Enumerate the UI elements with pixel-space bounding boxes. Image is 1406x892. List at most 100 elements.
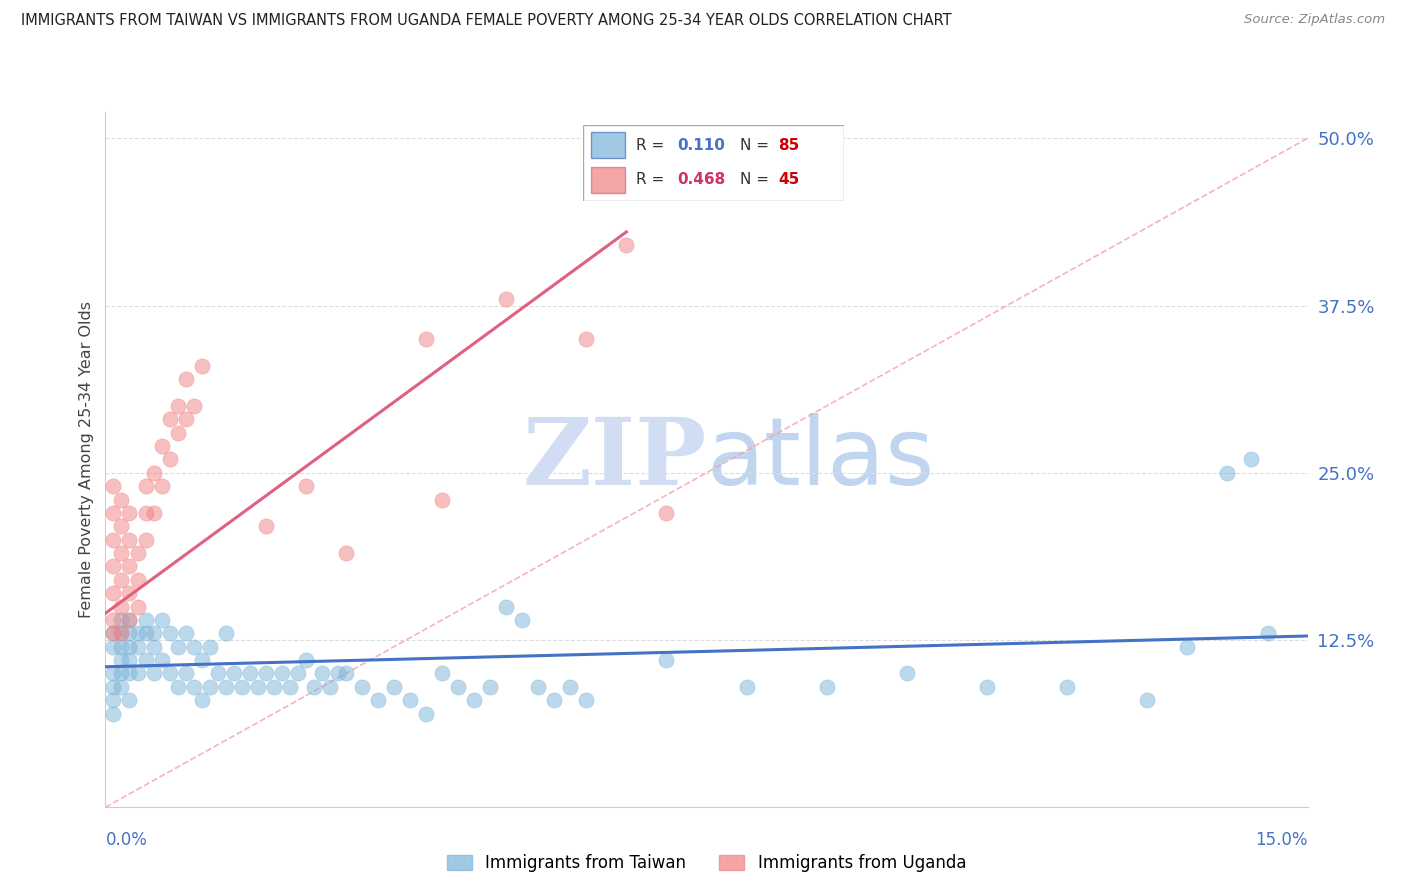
Text: 85: 85 xyxy=(779,138,800,153)
Point xyxy=(103,640,125,654)
Point xyxy=(543,693,565,707)
Point xyxy=(110,546,132,560)
Point xyxy=(118,506,141,520)
Point xyxy=(311,666,333,681)
Point xyxy=(463,693,485,707)
Point xyxy=(142,640,165,654)
Point xyxy=(150,479,173,493)
Point xyxy=(655,506,678,520)
Point xyxy=(103,693,125,707)
Text: R =: R = xyxy=(636,138,669,153)
Point xyxy=(510,613,533,627)
Text: 0.0%: 0.0% xyxy=(105,831,148,849)
Point xyxy=(350,680,373,694)
Point xyxy=(655,653,678,667)
Point xyxy=(239,666,262,681)
Point xyxy=(183,399,205,413)
Point xyxy=(159,626,181,640)
Point xyxy=(135,506,157,520)
Point xyxy=(127,640,149,654)
Point xyxy=(198,680,221,694)
Point xyxy=(110,626,132,640)
Point xyxy=(142,506,165,520)
Point xyxy=(214,680,236,694)
Point xyxy=(110,519,132,533)
Text: ZIP: ZIP xyxy=(522,415,707,504)
FancyBboxPatch shape xyxy=(583,125,844,201)
Point xyxy=(118,559,141,574)
Point xyxy=(118,613,141,627)
Point xyxy=(118,626,141,640)
Point xyxy=(1240,452,1263,467)
Point xyxy=(127,573,149,587)
FancyBboxPatch shape xyxy=(592,132,626,158)
Point xyxy=(231,680,253,694)
Point xyxy=(295,479,318,493)
Point xyxy=(198,640,221,654)
Point xyxy=(159,452,181,467)
Point xyxy=(335,666,357,681)
Point xyxy=(159,666,181,681)
Point xyxy=(103,559,125,574)
Point xyxy=(382,680,405,694)
Point xyxy=(319,680,342,694)
Point xyxy=(246,680,269,694)
Point xyxy=(150,653,173,667)
Point xyxy=(222,666,245,681)
Point xyxy=(207,666,229,681)
Point xyxy=(135,533,157,547)
Point xyxy=(575,332,598,346)
Point xyxy=(166,680,188,694)
Legend: Immigrants from Taiwan, Immigrants from Uganda: Immigrants from Taiwan, Immigrants from … xyxy=(440,847,973,879)
Point xyxy=(1216,466,1239,480)
Point xyxy=(190,359,212,373)
Point xyxy=(103,626,125,640)
Point xyxy=(166,399,188,413)
Point xyxy=(1177,640,1199,654)
Point xyxy=(142,666,165,681)
Point xyxy=(575,693,598,707)
Point xyxy=(616,238,638,252)
Point xyxy=(118,693,141,707)
Point xyxy=(110,653,132,667)
Point xyxy=(135,613,157,627)
Point xyxy=(135,479,157,493)
Point xyxy=(190,693,212,707)
Point xyxy=(214,626,236,640)
Point xyxy=(110,573,132,587)
Point xyxy=(103,613,125,627)
Point xyxy=(110,680,132,694)
Point xyxy=(159,412,181,426)
Point xyxy=(127,546,149,560)
Point xyxy=(150,613,173,627)
Point xyxy=(270,666,292,681)
Point xyxy=(399,693,422,707)
Point xyxy=(1257,626,1279,640)
Point xyxy=(479,680,502,694)
Point xyxy=(150,439,173,453)
Point xyxy=(103,533,125,547)
Point xyxy=(127,599,149,614)
Point xyxy=(118,533,141,547)
Point xyxy=(118,613,141,627)
Point xyxy=(415,706,437,721)
Point xyxy=(495,599,517,614)
Point xyxy=(118,640,141,654)
Point xyxy=(103,479,125,493)
Point xyxy=(295,653,318,667)
Text: R =: R = xyxy=(636,172,669,187)
Point xyxy=(142,626,165,640)
Point xyxy=(142,466,165,480)
Point xyxy=(127,666,149,681)
Point xyxy=(110,599,132,614)
Point xyxy=(118,586,141,600)
Point xyxy=(278,680,301,694)
Point xyxy=(135,626,157,640)
Point xyxy=(430,666,453,681)
Point xyxy=(1056,680,1078,694)
Point xyxy=(103,506,125,520)
Point xyxy=(183,640,205,654)
Point xyxy=(735,680,758,694)
Point xyxy=(560,680,582,694)
Point xyxy=(527,680,550,694)
